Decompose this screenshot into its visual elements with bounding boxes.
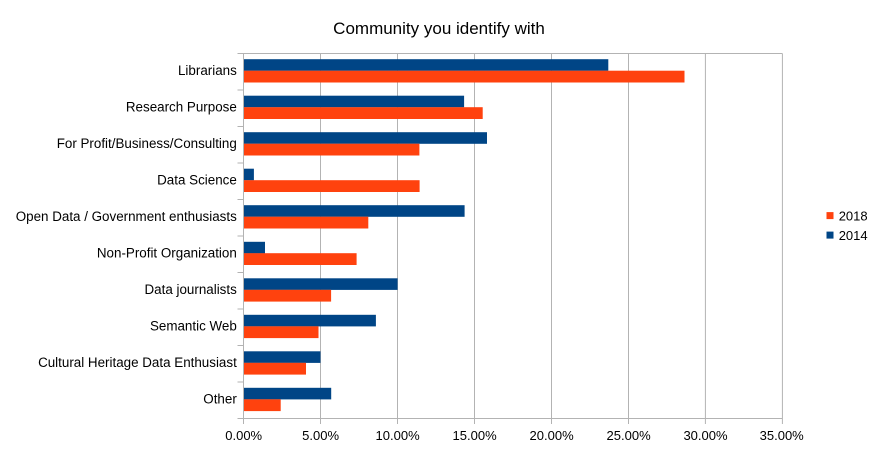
svg-text:Data journalists: Data journalists — [145, 282, 238, 297]
svg-text:15.00%: 15.00% — [453, 428, 498, 443]
svg-text:For Profit/Business/Consulting: For Profit/Business/Consulting — [57, 136, 237, 151]
svg-text:Librarians: Librarians — [178, 63, 237, 78]
svg-text:30.00%: 30.00% — [683, 428, 728, 443]
svg-text:Semantic Web: Semantic Web — [150, 319, 237, 334]
svg-text:Cultural Heritage Data Enthusi: Cultural Heritage Data Enthusiast — [38, 355, 237, 370]
svg-text:2014: 2014 — [839, 228, 868, 243]
svg-text:10.00%: 10.00% — [376, 428, 421, 443]
svg-text:Community you identify with: Community you identify with — [333, 19, 545, 38]
svg-text:Data Science: Data Science — [157, 173, 237, 188]
svg-text:0.00%: 0.00% — [225, 428, 262, 443]
svg-text:25.00%: 25.00% — [607, 428, 652, 443]
svg-text:20.00%: 20.00% — [530, 428, 575, 443]
svg-text:Research Purpose: Research Purpose — [126, 100, 237, 115]
svg-text:5.00%: 5.00% — [302, 428, 339, 443]
svg-text:35.00%: 35.00% — [760, 428, 805, 443]
svg-text:Non-Profit Organization: Non-Profit Organization — [97, 246, 237, 261]
svg-text:2018: 2018 — [839, 209, 868, 224]
svg-text:Other: Other — [203, 392, 237, 407]
svg-text:Open Data / Government enthusi: Open Data / Government enthusiasts — [16, 209, 237, 224]
